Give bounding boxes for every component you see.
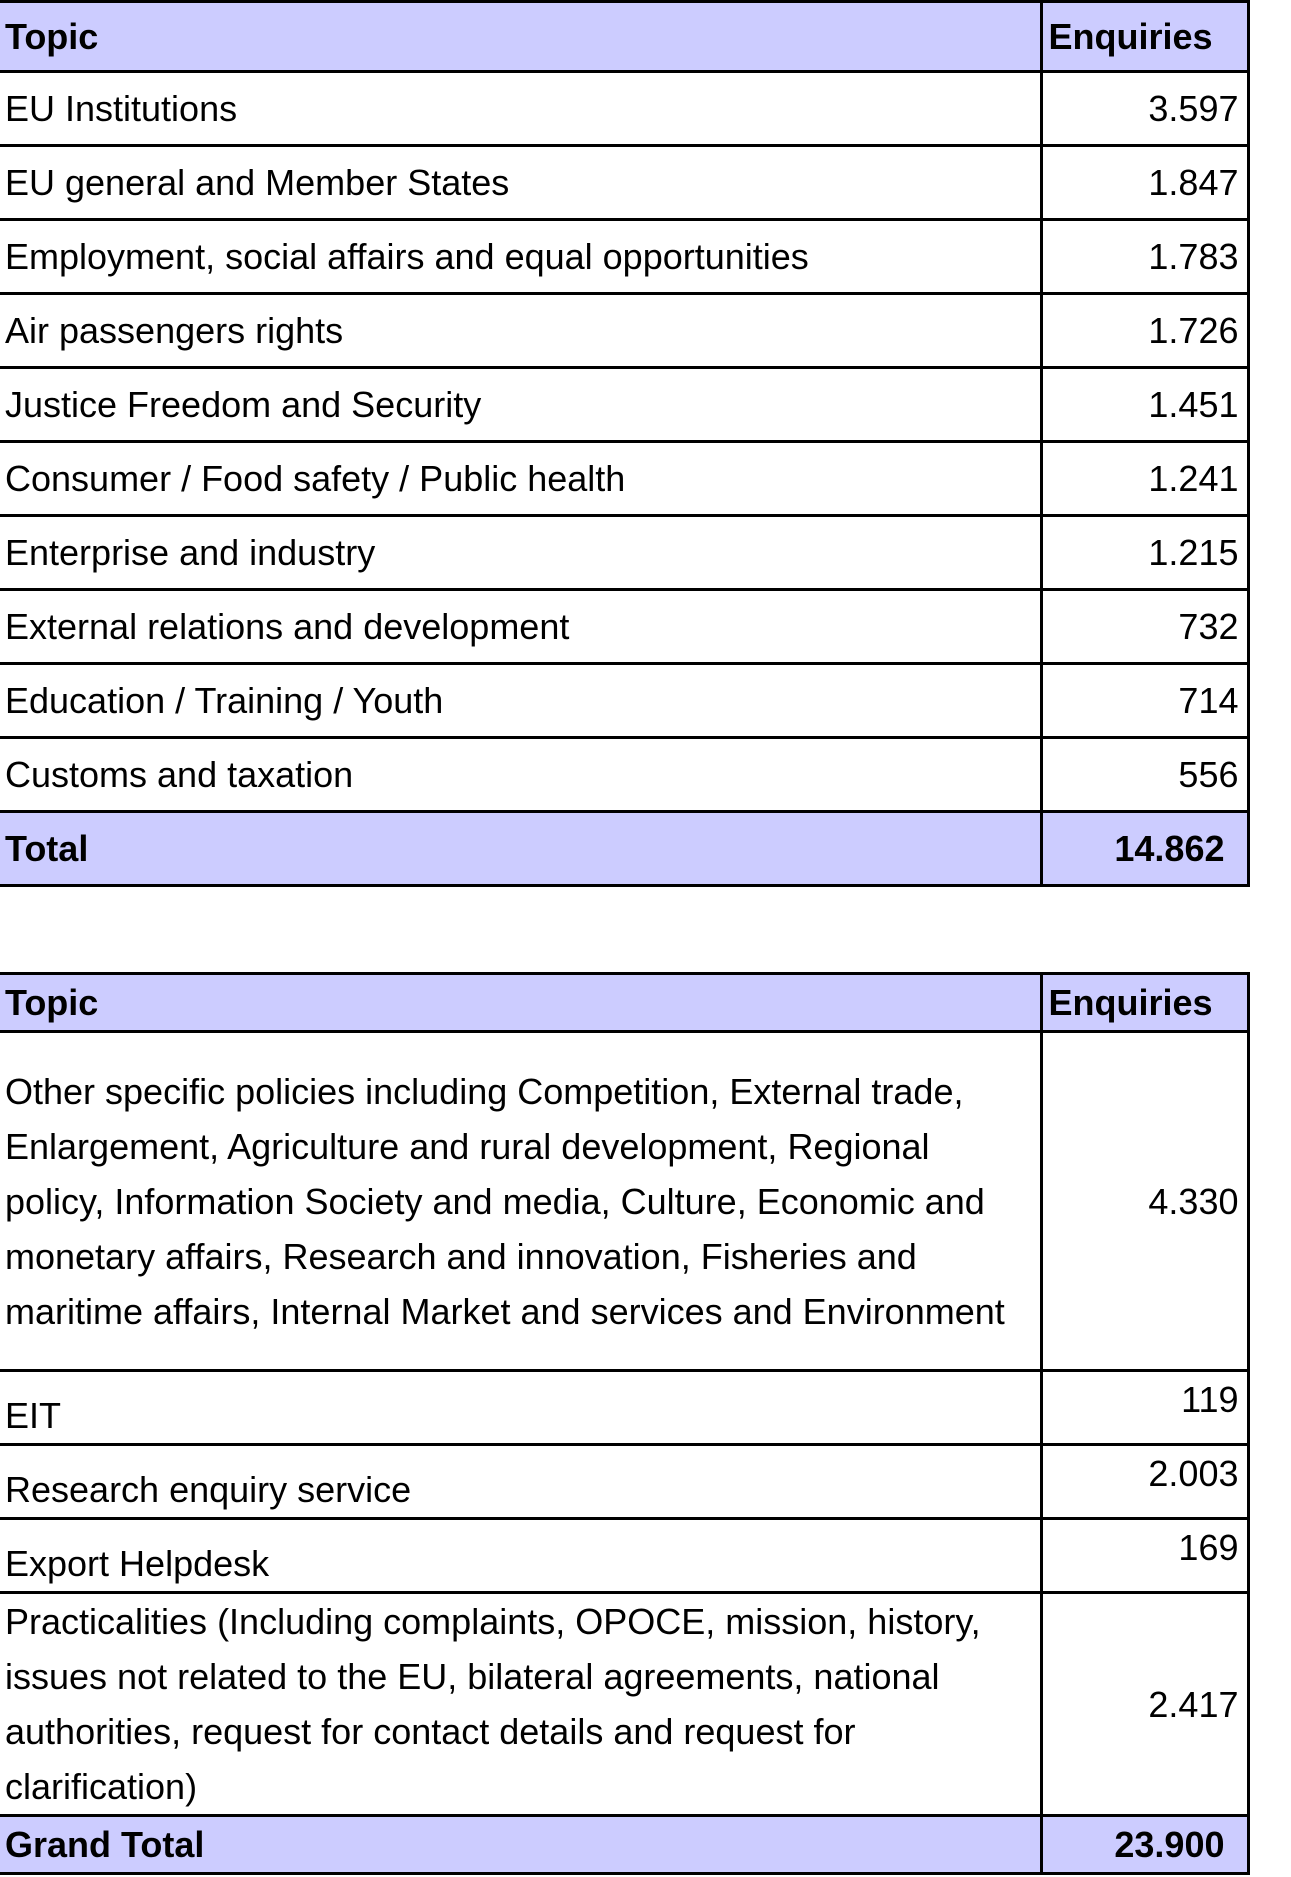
table-row: Justice Freedom and Security 1.451 — [0, 366, 1250, 443]
grand-total-value: 23.900 — [1041, 1814, 1250, 1875]
topic-cell: Enterprise and industry — [0, 514, 1043, 591]
table-row: Other specific policies including Compet… — [0, 1030, 1250, 1372]
topic-cell: EU general and Member States — [0, 144, 1043, 221]
enquiries-cell: 2.417 — [1041, 1591, 1250, 1817]
enquiries-cell: 1.451 — [1041, 366, 1250, 443]
table-row: Enterprise and industry 1.215 — [0, 514, 1250, 591]
table-row: Air passengers rights 1.726 — [0, 292, 1250, 369]
table-row: Research enquiry service 2.003 — [0, 1443, 1250, 1520]
topic-cell: Justice Freedom and Security — [0, 366, 1043, 443]
total-row: Total 14.862 — [0, 810, 1250, 887]
topic-cell: External relations and development — [0, 588, 1043, 665]
enquiries-cell: 169 — [1041, 1517, 1250, 1594]
grand-total-row: Grand Total 23.900 — [0, 1814, 1250, 1875]
topic-cell: Research enquiry service — [0, 1443, 1043, 1520]
table-header-row: Topic Enquiries — [0, 972, 1250, 1033]
total-label: Total — [0, 810, 1043, 887]
table-row: Customs and taxation 556 — [0, 736, 1250, 813]
enquiries-cell: 1.726 — [1041, 292, 1250, 369]
table-row: External relations and development 732 — [0, 588, 1250, 665]
table-row: Practicalities (Including complaints, OP… — [0, 1591, 1250, 1817]
topic-cell: EU Institutions — [0, 70, 1043, 147]
other-topics-table: Topic Enquiries Other specific policies … — [0, 972, 1250, 1875]
total-value: 14.862 — [1041, 810, 1250, 887]
enquiries-cell: 1.215 — [1041, 514, 1250, 591]
enquiries-cell: 732 — [1041, 588, 1250, 665]
table-row: EIT 119 — [0, 1369, 1250, 1446]
topic-cell: Employment, social affairs and equal opp… — [0, 218, 1043, 295]
table-row: Export Helpdesk 169 — [0, 1517, 1250, 1594]
enquiries-column-header: Enquiries — [1041, 0, 1250, 73]
topics-table: Topic Enquiries EU Institutions 3.597 EU… — [0, 0, 1250, 887]
topic-cell: Export Helpdesk — [0, 1517, 1043, 1594]
enquiries-column-header: Enquiries — [1041, 972, 1250, 1033]
topic-cell: Consumer / Food safety / Public health — [0, 440, 1043, 517]
table-row: EU Institutions 3.597 — [0, 70, 1250, 147]
topic-cell: Education / Training / Youth — [0, 662, 1043, 739]
table-row: Employment, social affairs and equal opp… — [0, 218, 1250, 295]
enquiries-cell: 714 — [1041, 662, 1250, 739]
enquiries-cell: 1.783 — [1041, 218, 1250, 295]
topic-column-header: Topic — [0, 0, 1043, 73]
table-header-row: Topic Enquiries — [0, 0, 1250, 73]
table-row: Education / Training / Youth 714 — [0, 662, 1250, 739]
enquiries-cell: 1.847 — [1041, 144, 1250, 221]
topic-column-header: Topic — [0, 972, 1043, 1033]
table-row: EU general and Member States 1.847 — [0, 144, 1250, 221]
grand-total-label: Grand Total — [0, 1814, 1043, 1875]
enquiries-cell: 556 — [1041, 736, 1250, 813]
topic-cell: EIT — [0, 1369, 1043, 1446]
enquiries-cell: 119 — [1041, 1369, 1250, 1446]
enquiries-cell: 4.330 — [1041, 1030, 1250, 1372]
topic-cell: Air passengers rights — [0, 292, 1043, 369]
topic-cell: Other specific policies including Compet… — [0, 1030, 1043, 1372]
table-row: Consumer / Food safety / Public health 1… — [0, 440, 1250, 517]
topic-cell: Customs and taxation — [0, 736, 1043, 813]
enquiries-cell: 1.241 — [1041, 440, 1250, 517]
enquiries-cell: 2.003 — [1041, 1443, 1250, 1520]
topic-cell: Practicalities (Including complaints, OP… — [0, 1591, 1043, 1817]
enquiries-cell: 3.597 — [1041, 70, 1250, 147]
